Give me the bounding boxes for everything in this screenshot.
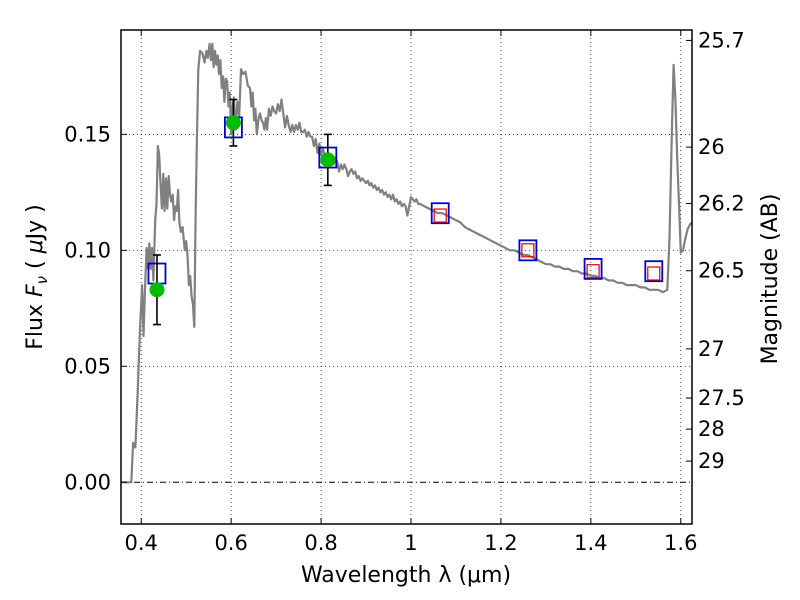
mag-tick-label: 28 — [698, 417, 725, 441]
x-tick-label: 0.4 — [125, 531, 158, 555]
mag-tick-label: 26.5 — [698, 259, 745, 283]
y-axis-label-unit: Jy ) — [23, 204, 48, 241]
sed-layer — [121, 42, 693, 484]
synthetic-photometry-point — [430, 202, 450, 225]
mag-tick-label: 29 — [698, 449, 725, 473]
y-tick-label: 0.00 — [64, 470, 111, 494]
y-axis-label-var: F — [23, 284, 48, 297]
x-tick-label: 1 — [404, 531, 417, 555]
synthetic-photometry-point — [644, 260, 664, 283]
x-tick-label: 1.6 — [664, 531, 697, 555]
marker-layer — [147, 98, 664, 326]
y-axis-label-mu: μ — [23, 239, 48, 254]
x-axis-label: Wavelength λ (μm) — [301, 563, 511, 588]
y-axis-label: Flux Fν ( μJy ) — [23, 204, 51, 349]
upper-limit-point — [647, 266, 661, 281]
y-axis-label-prefix: Flux — [23, 297, 48, 350]
x-tick-label: 1.4 — [574, 531, 607, 555]
upper-limit-point — [521, 243, 535, 258]
y-axis-label-sub: ν — [33, 276, 51, 284]
mag-tick-label: 27.5 — [698, 386, 745, 410]
upper-limit-point — [433, 208, 447, 223]
mag-tick-label: 27 — [698, 337, 725, 361]
model-sed-line — [121, 42, 693, 484]
grid-layer — [121, 30, 692, 524]
y-tick-label: 0.10 — [64, 238, 111, 262]
x-tick-label: 0.6 — [214, 531, 247, 555]
synthetic-photometry-point — [583, 257, 603, 280]
y-tick-label: 0.15 — [64, 122, 111, 146]
x-tick-label: 1.2 — [484, 531, 517, 555]
observed-photometry-point — [149, 282, 165, 298]
observed-photometry-point — [320, 152, 336, 168]
plot-frame — [120, 29, 693, 525]
mag-tick-label: 26.2 — [698, 191, 745, 215]
y-tick-label: 0.05 — [64, 354, 111, 378]
x-tick-label: 0.8 — [304, 531, 337, 555]
upper-limit-point — [586, 264, 600, 279]
y-axis-label-mid: ( — [23, 253, 48, 276]
synthetic-photometry-point — [518, 239, 538, 262]
mag-tick-label: 26 — [698, 135, 725, 159]
tick-layer: 0.4 0.6 0.8 1 1.2 1.4 1.6 0.00 0.05 0.10 0.15 25.7 2… — [64, 28, 745, 555]
observed-photometry-point — [225, 115, 241, 131]
mag-tick-label: 25.7 — [698, 28, 745, 52]
right-axis-label: Magnitude (AB) — [758, 194, 783, 365]
